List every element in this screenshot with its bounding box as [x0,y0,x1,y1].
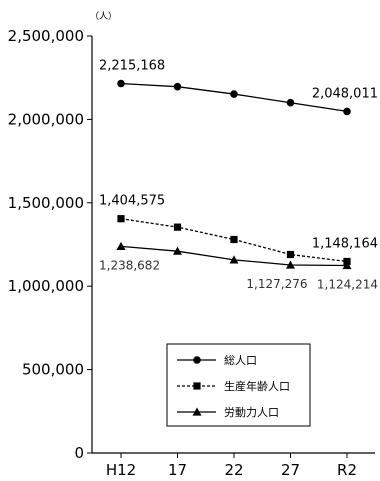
series-legend-1-point [193,382,201,390]
series-legend-2-point [192,407,202,416]
legend-label-0: 総人口 [224,353,257,367]
y-tick-label: 500,000 [22,361,84,379]
data-labels: 2,215,168 2,048,011 1,404,575 1,148,164 1,23… [99,59,378,292]
y-tick-label: 1,000,000 [8,277,84,295]
series-1-point [117,215,125,223]
series-1-point [230,235,238,244]
series-1-line [120,218,348,263]
series-0-data-label: 2,048,011 [312,86,378,101]
x-tick-label: 22 [224,461,243,479]
series-2-data-label: 1,124,214 [317,277,378,291]
series-1-point [173,223,182,231]
x-tick-label: H12 [106,461,136,479]
series-0-point [117,79,125,88]
series-0-data-label: 2,215,168 [99,59,165,74]
x-tick-label: 27 [281,461,300,479]
x-tick-label: 17 [168,461,187,479]
series-2-data-label: 1,238,682 [99,258,160,272]
series-0-point [173,82,182,91]
series-1-point [286,250,295,259]
unit-label: （人） [90,11,117,22]
series-0-point [343,107,351,116]
series-1-data-label: 1,404,575 [99,194,165,209]
y-tick-label: 0 [74,444,84,462]
series-2-point [116,241,126,250]
series-legend-0-point [193,356,201,364]
series-layer [116,79,352,270]
series-2-point [173,246,182,255]
x-tick-label: R2 [337,461,357,479]
y-tick-label: 2,000,000 [8,110,84,128]
y-tick-label: 2,500,000 [8,27,84,45]
axes: 0 500,000 1,000,000 1,500,000 2,000,000 2,500… [8,27,375,479]
legend-label-1: 生産年齢人口 [224,379,290,393]
series-2-point [229,255,239,264]
series-0-point [230,90,238,98]
legend-label-2: 労動力人口 [224,405,279,419]
series-2-point [286,260,295,269]
series-1-data-label: 1,148,164 [312,236,378,251]
series-2-data-label: 1,127,276 [246,277,307,291]
y-tick-label: 1,500,000 [8,194,84,212]
series-2-point [342,260,352,270]
series-0-point [286,98,295,107]
